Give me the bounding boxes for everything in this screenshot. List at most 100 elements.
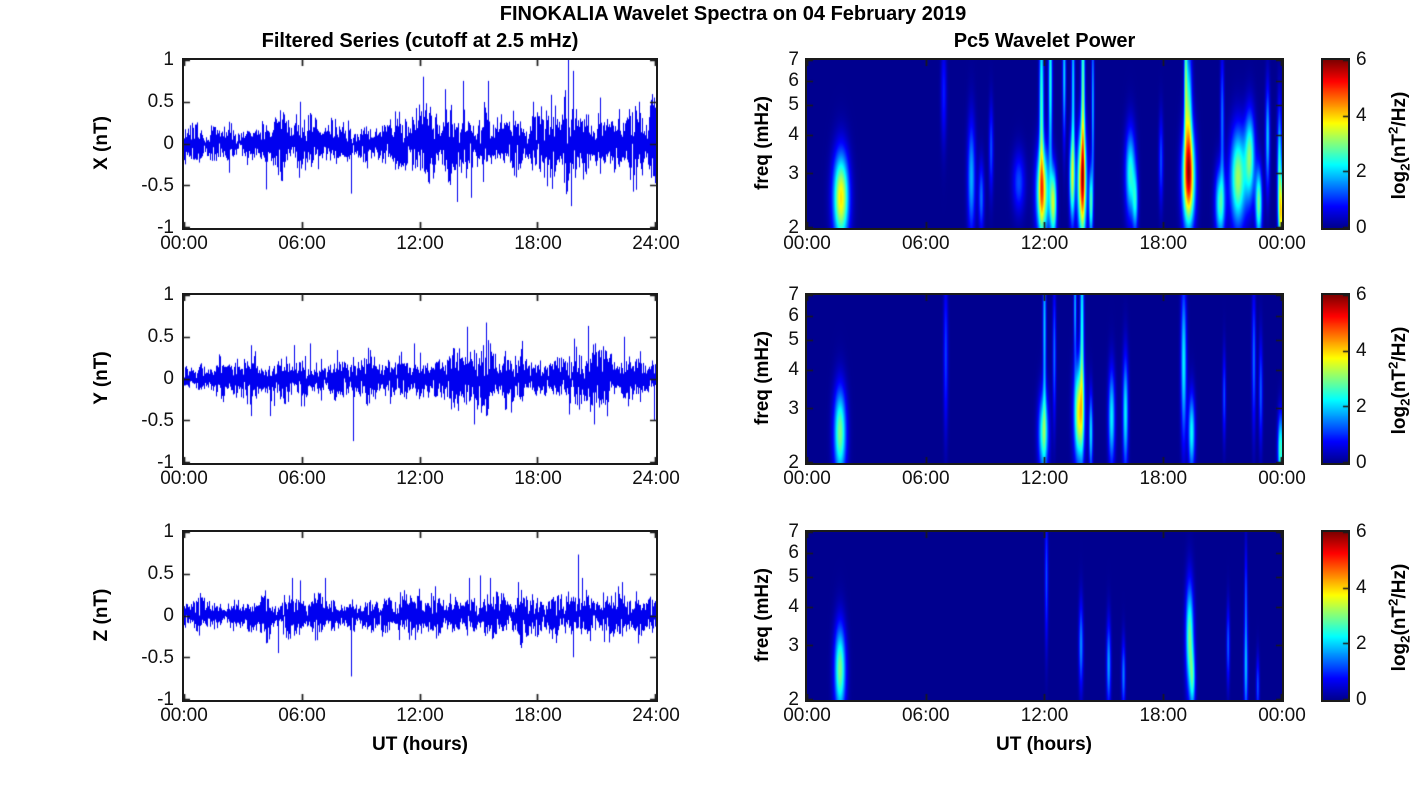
- left-x-tick-label: 12:00: [396, 468, 444, 489]
- right-x-tick-label: 06:00: [901, 233, 950, 254]
- left-x-tick-label: 06:00: [278, 705, 326, 726]
- right-x-tick-label: 12:00: [1020, 705, 1069, 726]
- right-x-tick-label: 00:00: [783, 233, 831, 254]
- left-y-tick-label: 1: [163, 521, 174, 542]
- left-y-tick-label: 0.5: [147, 563, 174, 584]
- colorbar-label-text: log: [1388, 642, 1410, 672]
- freq-tick-label: 5: [788, 94, 799, 116]
- z-wavelet-panel: [805, 530, 1284, 702]
- right-x-tick-label: 12:00: [1020, 233, 1069, 254]
- colorbar-label-superscript: 2: [1385, 361, 1401, 369]
- colorbar-tick-label: 0: [1356, 689, 1367, 710]
- colorbar-label-text: (nT: [1388, 605, 1410, 636]
- left-y-tick-label: -1: [157, 452, 174, 473]
- right-x-tick-label: 00:00: [783, 705, 831, 726]
- colorbar-x: [1321, 58, 1350, 230]
- colorbar-y-label: log2(nT2/Hz): [1385, 292, 1412, 470]
- colorbar-z: [1321, 530, 1350, 702]
- colorbar-x-label: log2(nT2/Hz): [1385, 57, 1412, 235]
- colorbar-tick-label: 4: [1356, 577, 1367, 598]
- left-x-tick-label: 18:00: [514, 468, 562, 489]
- left-y-tick-label: -0.5: [141, 647, 174, 668]
- right-x-tick-label: 18:00: [1139, 233, 1188, 254]
- colorbar-label-superscript: 2: [1385, 126, 1401, 134]
- colorbar-label-subscript: 2: [1397, 635, 1413, 643]
- left-y-tick-label: -1: [157, 217, 174, 238]
- left-x-tick-label: 24:00: [632, 468, 680, 489]
- colorbar-tick-label: 0: [1356, 452, 1367, 473]
- right-x-tick-label: 00:00: [1258, 705, 1306, 726]
- left-x-tick-label: 06:00: [278, 468, 326, 489]
- colorbar-label-text: /Hz): [1388, 91, 1410, 127]
- left-x-tick-label: 12:00: [396, 233, 444, 254]
- colorbar-y-gradient: [1323, 295, 1348, 463]
- left-y-tick-label: 0.5: [147, 326, 174, 347]
- freq-tick-label: 3: [788, 634, 799, 656]
- z-series-panel: [182, 530, 658, 702]
- colorbar-z-gradient: [1323, 532, 1348, 700]
- right-x-tick-label: 12:00: [1020, 468, 1069, 489]
- left-y-tick-label: 1: [163, 49, 174, 70]
- x-wavelet-plot: [807, 60, 1282, 228]
- colorbar-z-label: log2(nT2/Hz): [1385, 529, 1412, 707]
- z-series-ylabel: Z (nT): [91, 588, 112, 642]
- left-x-tick-label: 00:00: [160, 705, 208, 726]
- colorbar-y: [1321, 293, 1350, 465]
- right-x-tick-label: 00:00: [783, 468, 831, 489]
- right-x-tick-label: 06:00: [901, 468, 950, 489]
- left-x-tick-label: 24:00: [632, 705, 680, 726]
- left-x-tick-label: 24:00: [632, 233, 680, 254]
- right-x-tick-label: 18:00: [1139, 468, 1188, 489]
- freq-tick-label: 7: [788, 49, 799, 70]
- colorbar-tick-label: 6: [1356, 521, 1367, 542]
- left-x-tick-label: 18:00: [514, 233, 562, 254]
- right-xaxis-label: UT (hours): [995, 734, 1093, 755]
- y-series-panel: [182, 293, 658, 465]
- x-series-plot: [184, 60, 656, 228]
- colorbar-label-text: (nT: [1388, 368, 1410, 399]
- left-x-tick-label: 00:00: [160, 468, 208, 489]
- freq-tick-label: 2: [788, 452, 799, 473]
- freq-tick-label: 5: [788, 566, 799, 588]
- x-series-ylabel: X (nT): [91, 116, 112, 170]
- left-y-tick-label: 0: [163, 368, 174, 389]
- y-series-plot: [184, 295, 656, 463]
- colorbar-x-gradient: [1323, 60, 1348, 228]
- colorbar-tick-label: 4: [1356, 340, 1367, 361]
- left-x-tick-label: 12:00: [396, 705, 444, 726]
- freq-tick-label: 6: [788, 69, 799, 91]
- left-x-tick-label: 06:00: [278, 233, 326, 254]
- left-x-tick-label: 18:00: [514, 705, 562, 726]
- freq-tick-label: 2: [788, 217, 799, 238]
- colorbar-label-superscript: 2: [1385, 598, 1401, 606]
- y-wavelet-panel: [805, 293, 1284, 465]
- figure-title: FINOKALIA Wavelet Spectra on 04 February…: [499, 3, 967, 25]
- y-wavelet-plot: [807, 295, 1282, 463]
- x-series-panel: [182, 58, 658, 230]
- left-y-tick-label: -0.5: [141, 410, 174, 431]
- y-series-ylabel: Y (nT): [91, 351, 112, 405]
- freq-tick-label: 5: [788, 329, 799, 351]
- freq-tick-label: 4: [788, 124, 799, 146]
- colorbar-tick-label: 6: [1356, 49, 1367, 70]
- right-x-tick-label: 00:00: [1258, 233, 1306, 254]
- freq-tick-label: 3: [788, 397, 799, 419]
- colorbar-tick-label: 6: [1356, 284, 1367, 305]
- left-y-tick-label: 0.5: [147, 91, 174, 112]
- colorbar-label-subscript: 2: [1397, 398, 1413, 406]
- x-wavelet-panel: [805, 58, 1284, 230]
- colorbar-tick-label: 4: [1356, 105, 1367, 126]
- left-y-tick-label: -0.5: [141, 175, 174, 196]
- freq-tick-label: 4: [788, 359, 799, 381]
- freq-tick-label: 6: [788, 541, 799, 563]
- colorbar-label-text: /Hz): [1388, 326, 1410, 362]
- freq-tick-label: 7: [788, 521, 799, 542]
- left-x-tick-label: 00:00: [160, 233, 208, 254]
- colorbar-label-text: (nT: [1388, 133, 1410, 164]
- freq-tick-label: 7: [788, 284, 799, 305]
- colorbar-tick-label: 0: [1356, 217, 1367, 238]
- freq-tick-label: 3: [788, 162, 799, 184]
- colorbar-label-text: /Hz): [1388, 563, 1410, 599]
- colorbar-tick-label: 2: [1356, 161, 1367, 182]
